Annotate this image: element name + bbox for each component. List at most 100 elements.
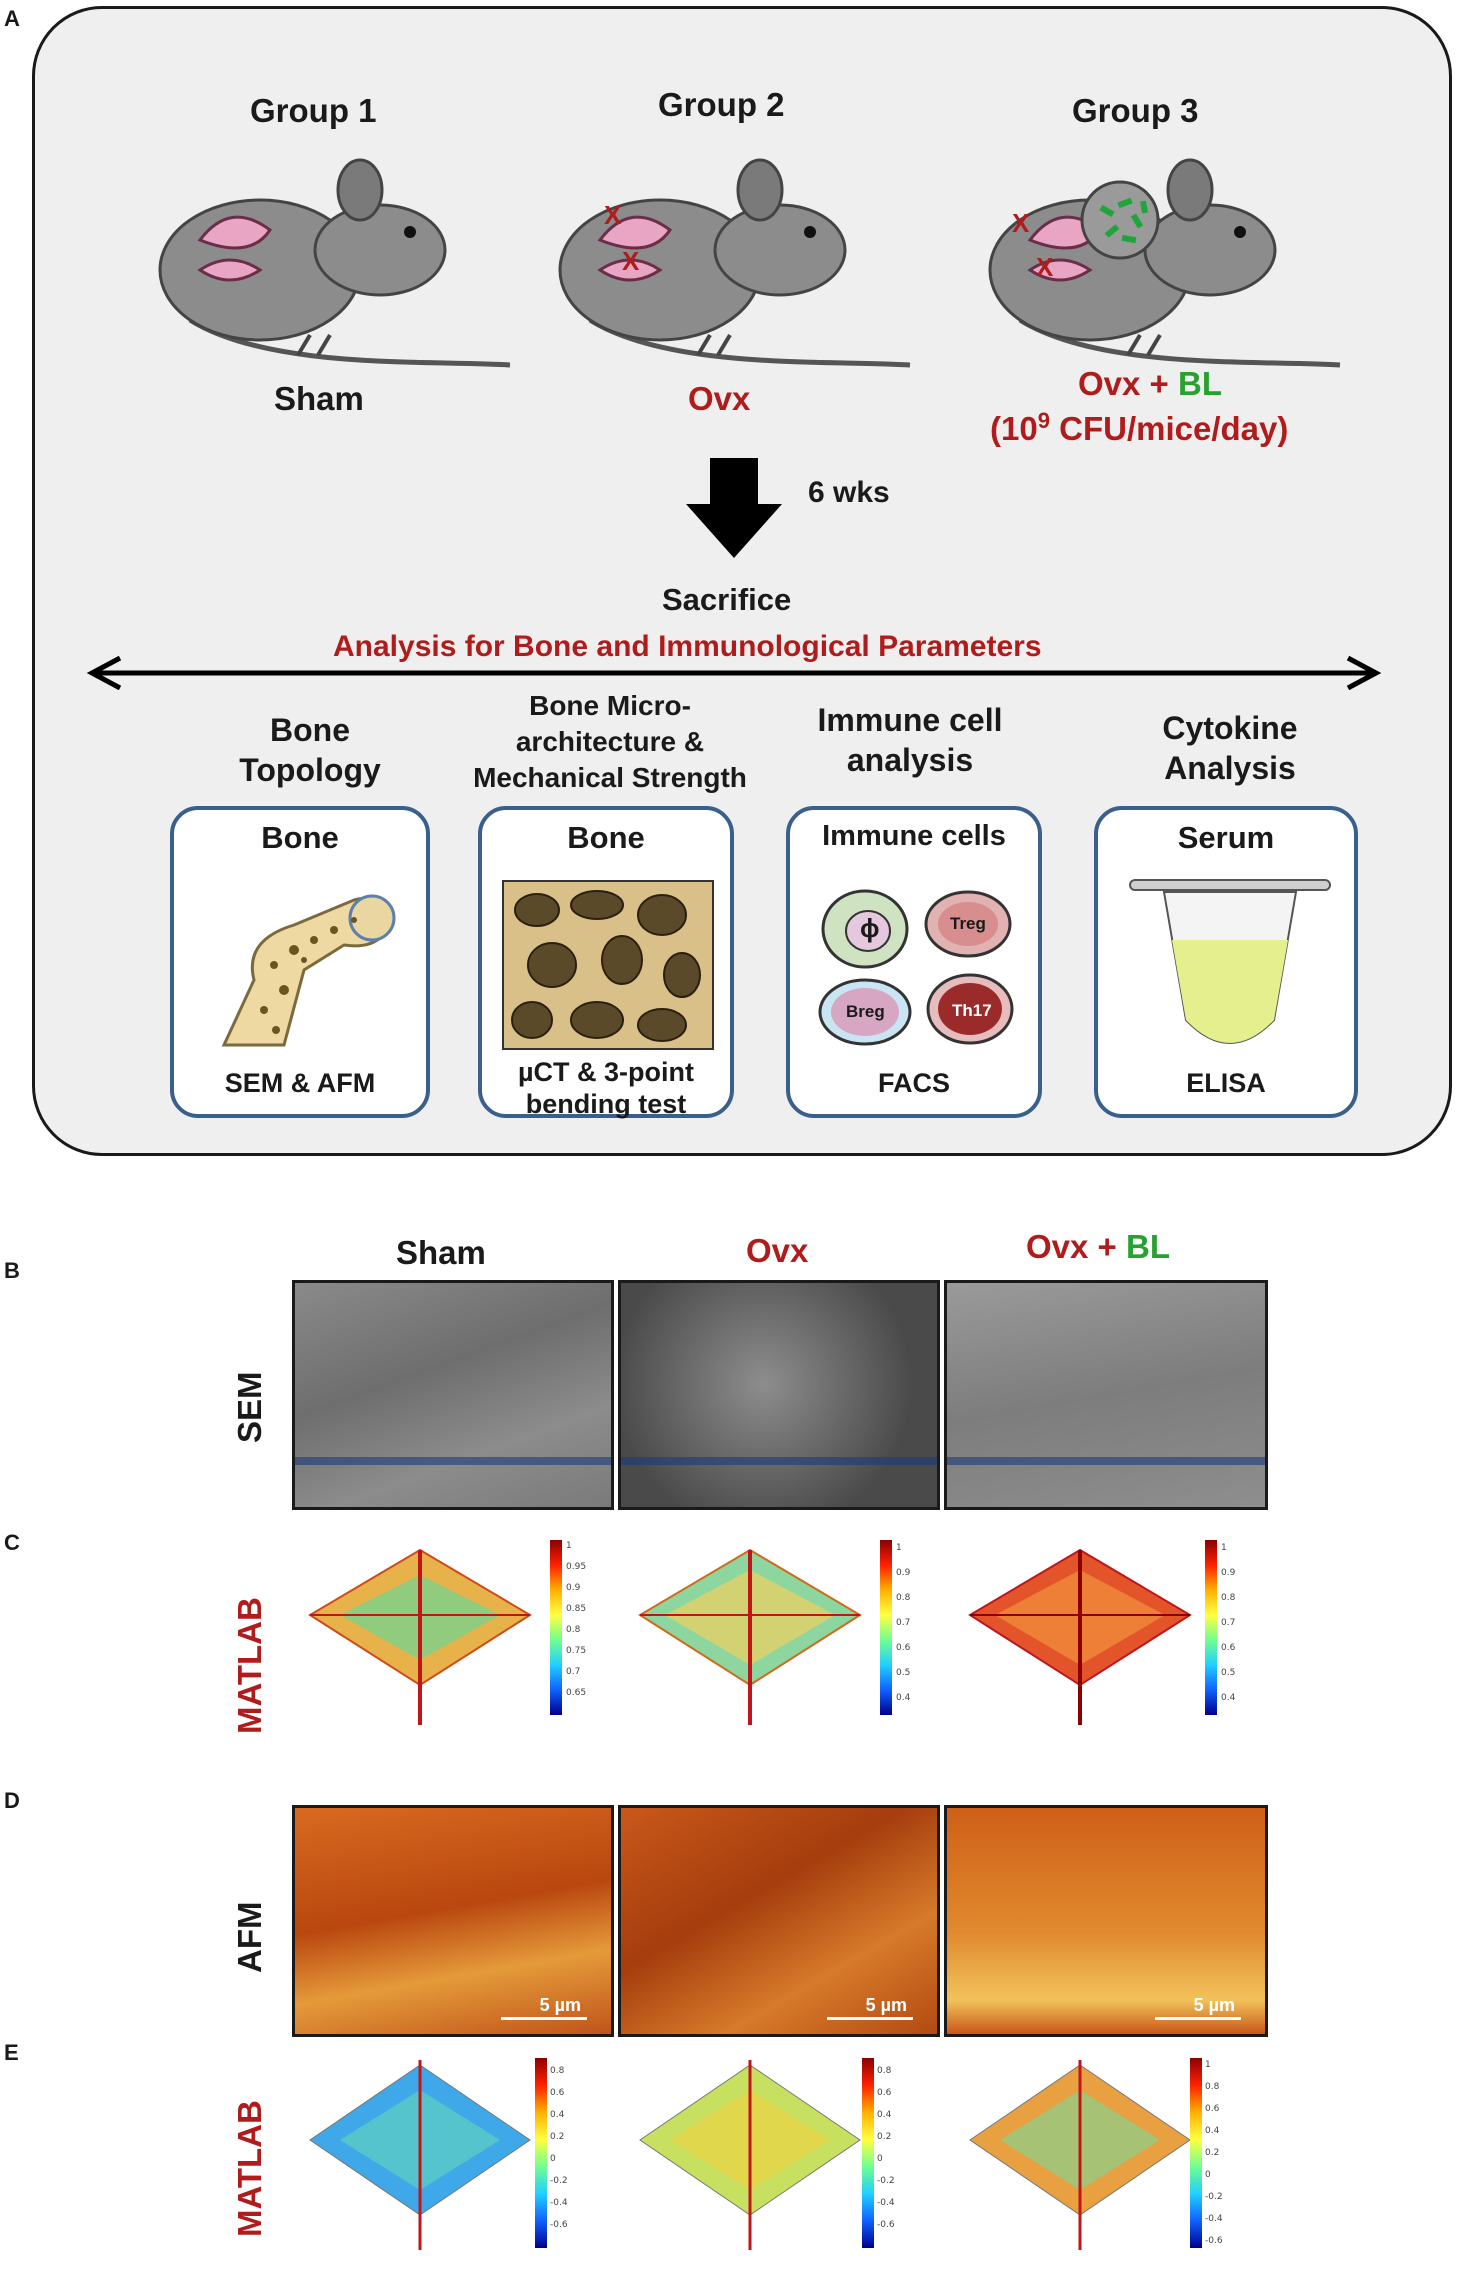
analysis-heading-cytokine-l2: Analysis: [1164, 750, 1296, 786]
double-arrow-icon: [86, 656, 1382, 690]
tick: 0.6: [896, 1643, 911, 1653]
tick: 0: [877, 2154, 883, 2164]
tick: 0.6: [877, 2088, 892, 2098]
tick: -0.2: [1205, 2192, 1223, 2202]
card-footer: ELISA: [1186, 1068, 1266, 1098]
mouse-ovx-illustration: [558, 158, 911, 368]
row-label-matlab-e: MATLAB: [231, 2100, 268, 2237]
afm-image-ovx-bl: 5 µm: [944, 1805, 1268, 2037]
analysis-card-microarchitecture: Bone µCT & 3-point bending test: [478, 806, 734, 1120]
tick: -0.4: [1205, 2214, 1223, 2224]
tick: 0: [1205, 2170, 1211, 2180]
colorbar-e-ovx-ticks: 0.8 0.6 0.4 0.2 0 -0.2 -0.4 -0.6: [877, 2060, 895, 2236]
tick: 0.95: [566, 1562, 587, 1572]
scale-bar: [827, 2017, 913, 2020]
card-title: Immune cells: [822, 820, 1006, 852]
scale-bar-label: 5 µm: [539, 1995, 581, 2015]
tick: 0.4: [1221, 1693, 1236, 1703]
tick: 0.85: [566, 1604, 587, 1614]
tick: 0.9: [566, 1583, 581, 1593]
tick: 0.75: [566, 1646, 587, 1656]
column-header-sham: Sham: [396, 1234, 486, 1271]
colorbar-c-ovx-bl-ticks: 1 0.9 0.8 0.7 0.6 0.5 0.4: [1221, 1536, 1235, 1711]
mouse-sham-illustration: [158, 158, 511, 368]
row-label-afm: AFM: [231, 1901, 268, 1973]
tick: 1: [896, 1543, 902, 1553]
tick: -0.6: [1205, 2236, 1223, 2246]
card-title: Serum: [1177, 820, 1275, 855]
card-footer: µCT & 3-point bending test: [482, 1056, 730, 1120]
group-3-dose: (109 CFU/mice/day): [990, 408, 1288, 448]
row-label-matlab-c: MATLAB: [231, 1597, 268, 1734]
colorbar-e-ovx-bl-ticks: 1 0.8 0.6 0.4 0.2 0 -0.2 -0.4 -0.6: [1205, 2054, 1223, 2252]
femur-icon: [221, 894, 396, 1047]
analysis-heading-microarchitecture: Bone Micro- architecture & Mechanical St…: [445, 688, 775, 796]
analysis-card-topology: Bone SEM & AFM: [170, 806, 430, 1118]
tick: 0.8: [877, 2066, 892, 2076]
card-title: Bone: [261, 820, 339, 855]
eppendorf-tube-icon: [1129, 879, 1331, 1044]
dose-base: (10: [990, 410, 1038, 447]
analysis-card-immune: Immune cells ϕ Treg Breg Th17 FACS: [786, 806, 1042, 1118]
tick: 0.5: [1221, 1668, 1236, 1678]
analysis-heading-topology-l1: Bone: [270, 712, 350, 748]
colorbar-e-sham-ticks: 0.8 0.6 0.4 0.2 0 -0.2 -0.4 -0.6: [550, 2060, 568, 2236]
sacrifice-label: Sacrifice: [662, 582, 792, 617]
column-header-ovx-part: Ovx: [1026, 1228, 1089, 1265]
tick: 0.9: [896, 1568, 911, 1578]
dose-unit: CFU/mice/day): [1049, 410, 1289, 447]
tick: 0.4: [550, 2110, 565, 2120]
tick: -0.6: [550, 2220, 568, 2230]
tick: 1: [566, 1541, 572, 1551]
down-arrow-icon: [686, 458, 782, 558]
tick: 0.7: [896, 1618, 911, 1628]
cell-treg-label: Treg: [950, 914, 986, 933]
analysis-card-cytokine: Serum ELISA: [1094, 806, 1358, 1118]
tick: 0.4: [896, 1693, 911, 1703]
panel-label-e: E: [4, 2040, 19, 2065]
group-3-heading: Group 3: [1072, 92, 1199, 129]
trabecular-bone-icon: [502, 880, 714, 1050]
group-1-label: Sham: [274, 380, 364, 417]
immune-cells-icon: [818, 889, 1014, 1046]
colorbar-c-sham: [550, 1540, 562, 1715]
analysis-title: Analysis for Bone and Immunological Para…: [333, 630, 1042, 663]
tick: -0.2: [877, 2176, 895, 2186]
tick: 0.7: [566, 1667, 581, 1677]
colorbar-c-ovx-bl: [1205, 1540, 1217, 1715]
analysis-heading-micro-l2: architecture &: [515, 726, 705, 757]
panel-label-b: B: [4, 1258, 20, 1283]
mouse-ovx-bl-illustration: [988, 158, 1341, 368]
tick: 0.6: [1221, 1643, 1236, 1653]
group-3-label-ovx: Ovx: [1078, 365, 1141, 402]
tick: 0.8: [896, 1593, 911, 1603]
colorbar-e-sham: [535, 2058, 547, 2248]
cell-breg-label: Breg: [846, 1002, 885, 1021]
tick: 0: [550, 2154, 556, 2164]
colorbar-e-ovx: [862, 2058, 874, 2248]
matlab-surface-sham: [308, 1548, 532, 1725]
tick: 0.7: [1221, 1618, 1236, 1628]
cell-th17-label: Th17: [952, 1001, 992, 1020]
analysis-heading-immune-l2: analysis: [846, 742, 974, 778]
column-header-ovx: Ovx: [746, 1232, 809, 1269]
analysis-heading-micro-l1: Bone Micro-: [529, 690, 691, 721]
analysis-heading-cytokine-l1: Cytokine: [1162, 710, 1298, 746]
tick: 0.8: [550, 2066, 565, 2076]
analysis-heading-immune: Immune cell analysis: [770, 700, 1050, 780]
tick: 0.8: [566, 1625, 581, 1635]
sem-image-ovx-bl: [944, 1280, 1268, 1510]
card-footer-l2: bending test: [525, 1089, 687, 1119]
matlab-autocorr-ovx: [639, 2060, 861, 2250]
tick: -0.4: [877, 2198, 895, 2208]
group-3-label: Ovx + BL: [1078, 365, 1222, 403]
group-2-heading: Group 2: [658, 86, 785, 123]
tick: 0.8: [1221, 1593, 1236, 1603]
tick: 1: [1221, 1543, 1227, 1553]
matlab-surface-ovx: [638, 1548, 862, 1725]
tick: -0.6: [877, 2220, 895, 2230]
analysis-heading-immune-l1: Immune cell: [817, 702, 1003, 738]
column-header-ovx-bl: Ovx + BL: [1026, 1228, 1170, 1266]
tick: -0.2: [550, 2176, 568, 2186]
tick: 0.6: [550, 2088, 565, 2098]
